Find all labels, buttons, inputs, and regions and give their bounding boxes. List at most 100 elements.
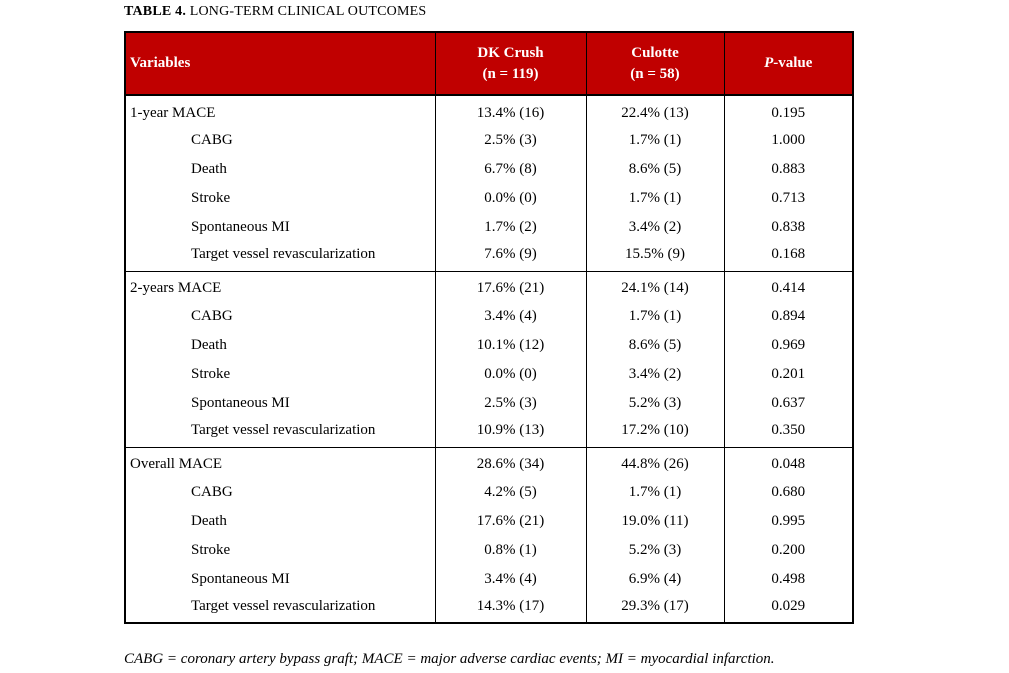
row-label: Spontaneous MI [191, 571, 290, 587]
p-value: 0.680 [723, 478, 853, 507]
dk-crush-value: 7.6% (9) [434, 242, 586, 271]
table-row: Death 6.7% (8) 8.6% (5) 0.883 [125, 155, 853, 184]
header-variables: Variables [125, 32, 435, 96]
table-row: Stroke 0.8% (1) 5.2% (3) 0.200 [125, 536, 853, 565]
header-dk-crush: DK Crush (n = 119) [434, 32, 586, 96]
culotte-value: 3.4% (2) [585, 360, 724, 389]
p-value: 0.637 [723, 389, 853, 418]
section-1-year: 1-year MACE 13.4% (16) 22.4% (13) 0.195 … [125, 95, 853, 271]
dk-crush-value: 28.6% (34) [434, 447, 586, 478]
culotte-value: 1.7% (1) [585, 302, 724, 331]
row-label: Overall MACE [130, 456, 223, 473]
table-row: Target vessel revascularization 7.6% (9)… [125, 242, 853, 271]
header-row: Variables DK Crush (n = 119) Culotte (n … [125, 32, 853, 96]
dk-crush-value: 17.6% (21) [434, 271, 586, 302]
section-2-years: 2-years MACE 17.6% (21) 24.1% (14) 0.414… [125, 271, 853, 447]
dk-crush-value: 6.7% (8) [434, 155, 586, 184]
p-value: 0.029 [723, 594, 853, 623]
culotte-value: 17.2% (10) [585, 418, 724, 447]
header-culotte-n: (n = 58) [630, 65, 680, 82]
p-value: 0.350 [723, 418, 853, 447]
table-row: 1-year MACE 13.4% (16) 22.4% (13) 0.195 [125, 95, 853, 126]
row-label: 2-years MACE [130, 280, 222, 297]
dk-crush-value: 17.6% (21) [434, 507, 586, 536]
row-label: 1-year MACE [130, 104, 216, 121]
table-row: CABG 2.5% (3) 1.7% (1) 1.000 [125, 126, 853, 155]
row-label: Stroke [191, 542, 231, 558]
dk-crush-value: 0.8% (1) [434, 536, 586, 565]
culotte-value: 3.4% (2) [585, 213, 724, 242]
p-value: 0.894 [723, 302, 853, 331]
culotte-value: 8.6% (5) [585, 331, 724, 360]
header-culotte: Culotte (n = 58) [585, 32, 724, 96]
dk-crush-value: 10.1% (12) [434, 331, 586, 360]
dk-crush-value: 10.9% (13) [434, 418, 586, 447]
p-value: 0.498 [723, 565, 853, 594]
row-label: Death [191, 337, 227, 353]
table-title: TABLE 4. LONG-TERM CLINICAL OUTCOMES [124, 4, 854, 20]
p-value: 0.200 [723, 536, 853, 565]
p-value: 0.995 [723, 507, 853, 536]
p-value: 0.713 [723, 184, 853, 213]
table-row: Spontaneous MI 2.5% (3) 5.2% (3) 0.637 [125, 389, 853, 418]
row-label: CABG [191, 484, 233, 500]
table-row: Stroke 0.0% (0) 3.4% (2) 0.201 [125, 360, 853, 389]
table-title-prefix: TABLE 4. [124, 4, 187, 19]
table-row: Target vessel revascularization 14.3% (1… [125, 594, 853, 623]
p-value: 0.969 [723, 331, 853, 360]
dk-crush-value: 2.5% (3) [434, 126, 586, 155]
header-dk-crush-n: (n = 119) [482, 65, 539, 82]
p-value: 0.195 [723, 95, 853, 126]
culotte-value: 8.6% (5) [585, 155, 724, 184]
p-value: 1.000 [723, 126, 853, 155]
dk-crush-value: 2.5% (3) [434, 389, 586, 418]
culotte-value: 5.2% (3) [585, 536, 724, 565]
p-value: 0.883 [723, 155, 853, 184]
p-value: 0.838 [723, 213, 853, 242]
p-value: 0.201 [723, 360, 853, 389]
row-label: Stroke [191, 366, 231, 382]
dk-crush-value: 4.2% (5) [434, 478, 586, 507]
header-p-value: P-value [723, 32, 853, 96]
table-row: CABG 4.2% (5) 1.7% (1) 0.680 [125, 478, 853, 507]
section-overall: Overall MACE 28.6% (34) 44.8% (26) 0.048… [125, 447, 853, 623]
row-label: Spontaneous MI [191, 395, 290, 411]
row-label: Target vessel revascularization [191, 598, 376, 614]
table-row: Death 17.6% (21) 19.0% (11) 0.995 [125, 507, 853, 536]
header-p-italic: P [764, 55, 774, 72]
row-label: Target vessel revascularization [191, 422, 376, 439]
p-value: 0.168 [723, 242, 853, 271]
culotte-value: 19.0% (11) [585, 507, 724, 536]
culotte-value: 1.7% (1) [585, 126, 724, 155]
header-p-rest: -value [773, 55, 813, 72]
table-row: 2-years MACE 17.6% (21) 24.1% (14) 0.414 [125, 271, 853, 302]
row-label: Death [191, 513, 227, 529]
p-value: 0.414 [723, 271, 853, 302]
culotte-value: 1.7% (1) [585, 478, 724, 507]
dk-crush-value: 0.0% (0) [434, 360, 586, 389]
row-label: Death [191, 161, 227, 177]
table-row: Spontaneous MI 3.4% (4) 6.9% (4) 0.498 [125, 565, 853, 594]
dk-crush-value: 3.4% (4) [434, 565, 586, 594]
culotte-value: 22.4% (13) [585, 95, 724, 126]
p-value: 0.048 [723, 447, 853, 478]
row-label: Spontaneous MI [191, 219, 290, 235]
row-label: Target vessel revascularization [191, 246, 376, 263]
header-culotte-name: Culotte [631, 45, 679, 62]
table-row: Death 10.1% (12) 8.6% (5) 0.969 [125, 331, 853, 360]
dk-crush-value: 3.4% (4) [434, 302, 586, 331]
culotte-value: 5.2% (3) [585, 389, 724, 418]
dk-crush-value: 13.4% (16) [434, 95, 586, 126]
table-row: Stroke 0.0% (0) 1.7% (1) 0.713 [125, 184, 853, 213]
culotte-value: 44.8% (26) [585, 447, 724, 478]
culotte-value: 6.9% (4) [585, 565, 724, 594]
culotte-value: 24.1% (14) [585, 271, 724, 302]
table-row: Spontaneous MI 1.7% (2) 3.4% (2) 0.838 [125, 213, 853, 242]
table-title-text: LONG-TERM CLINICAL OUTCOMES [186, 4, 427, 19]
table-row: Target vessel revascularization 10.9% (1… [125, 418, 853, 447]
table-row: Overall MACE 28.6% (34) 44.8% (26) 0.048 [125, 447, 853, 478]
dk-crush-value: 14.3% (17) [434, 594, 586, 623]
culotte-value: 1.7% (1) [585, 184, 724, 213]
table-block: TABLE 4. LONG-TERM CLINICAL OUTCOMES Var… [124, 4, 854, 668]
